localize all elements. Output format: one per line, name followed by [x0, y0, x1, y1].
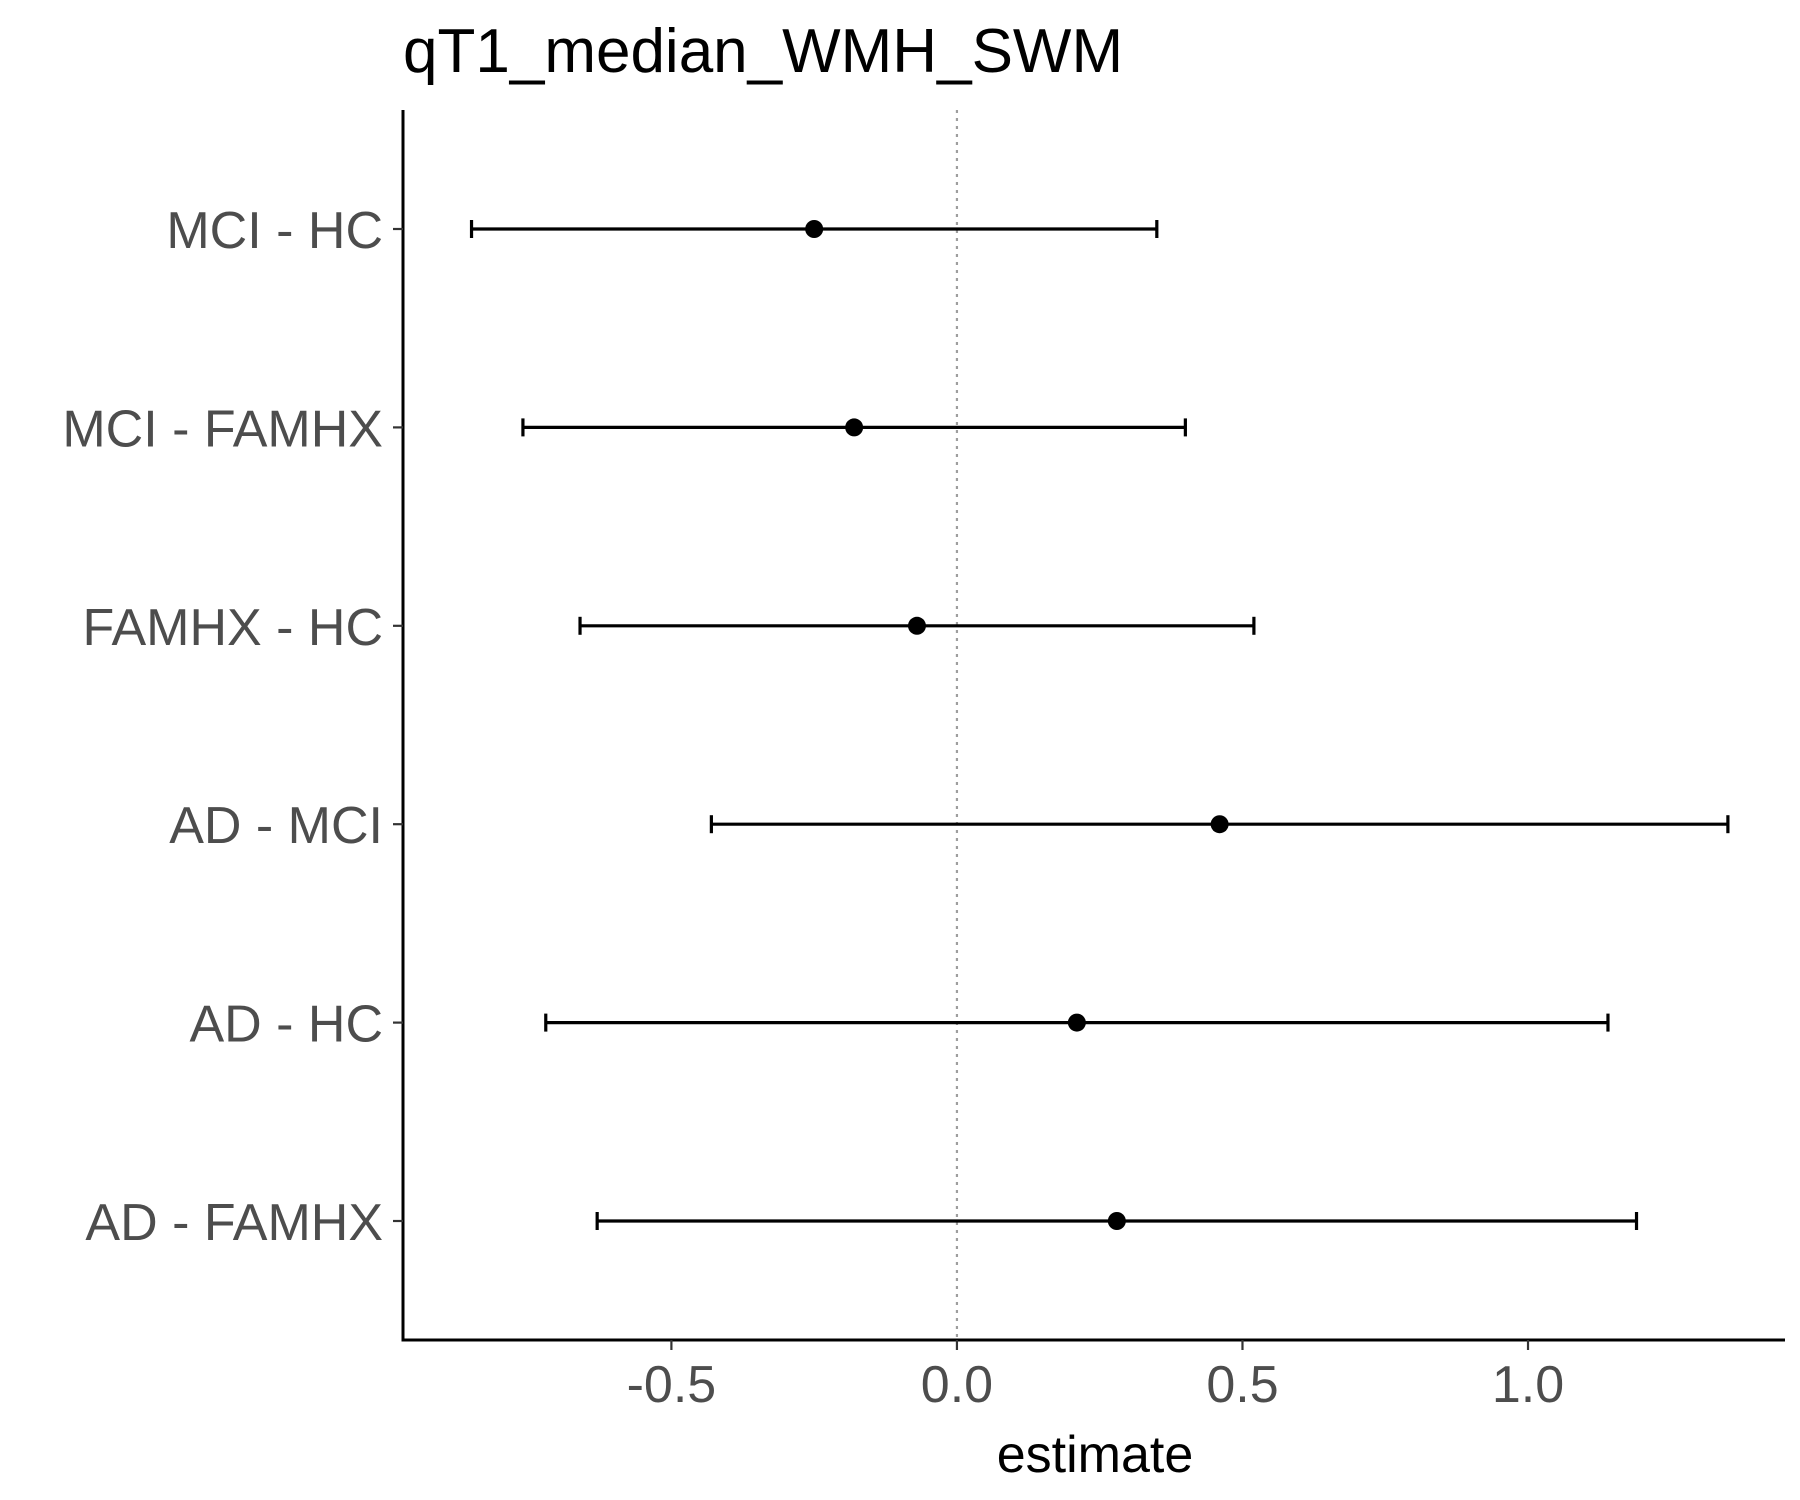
x-axis-title: estimate — [997, 1426, 1194, 1484]
y-tick-label: MCI - FAMHX — [62, 400, 383, 458]
plot-area: -0.5 0.0 0.5 1.0 MCI - HC MCI - FAMHX FAMHX - … — [62, 110, 1785, 1414]
chart-title: qT1_median_WMH_SWM — [403, 17, 1123, 86]
x-tick-label: -0.5 — [627, 1356, 717, 1414]
y-tick-label: AD - FAMHX — [85, 1194, 383, 1252]
x-tick-label: 0.0 — [921, 1356, 993, 1414]
estimate-point — [845, 418, 864, 437]
y-tick-label: AD - HC — [189, 996, 383, 1054]
y-tick-label: AD - MCI — [169, 797, 383, 855]
estimate-point — [1107, 1212, 1126, 1230]
y-tick-label: FAMHX - HC — [83, 599, 383, 657]
estimate-point — [805, 220, 824, 238]
x-tick-label: 1.0 — [1492, 1356, 1564, 1414]
x-tick-label: 0.5 — [1206, 1356, 1278, 1414]
estimate-point — [907, 616, 926, 635]
estimate-point — [1210, 815, 1229, 834]
estimate-point — [1067, 1013, 1086, 1032]
y-tick-label: MCI - HC — [166, 202, 383, 260]
